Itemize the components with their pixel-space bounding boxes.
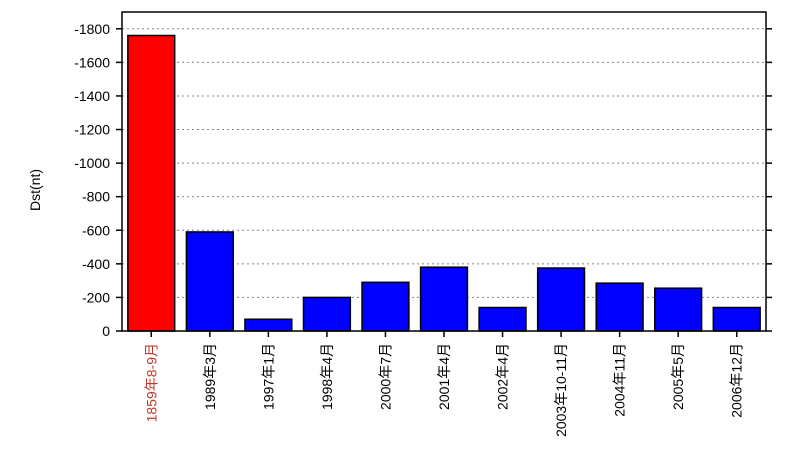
y-tick-label: -800 <box>82 189 110 205</box>
x-tick-label: 1997年1月 <box>260 343 276 410</box>
bar <box>654 287 703 332</box>
y-tick-label: -1800 <box>74 21 110 37</box>
bar <box>361 281 410 332</box>
y-tick-label: -1400 <box>74 88 110 104</box>
y-tick-label: -1000 <box>74 155 110 171</box>
x-tick-label: 2003年10-11月 <box>553 343 569 437</box>
bar <box>185 231 234 332</box>
bar <box>302 296 352 332</box>
x-tick-label: 1859年8-9月 <box>143 343 159 422</box>
bar <box>536 267 586 332</box>
x-tick-label: 2004年11月 <box>612 343 628 417</box>
x-tick-label: 1998年4月 <box>319 343 335 410</box>
x-tick-label: 2005年5月 <box>670 343 686 410</box>
y-tick-label: -1200 <box>74 122 110 138</box>
x-tick-label: 2006年12月 <box>729 343 745 418</box>
y-axis-label: Dst(nt) <box>27 169 43 211</box>
y-tick-label: -1600 <box>74 54 110 70</box>
x-tick-label: 2002年4月 <box>495 343 511 410</box>
plot-frame <box>121 11 767 332</box>
y-tick-label: -600 <box>82 222 110 238</box>
y-tick-label: 0 <box>102 323 110 339</box>
y-tick-label: -200 <box>82 289 110 305</box>
bar <box>595 282 644 332</box>
y-tick-label: -400 <box>82 256 110 272</box>
bar <box>127 34 176 332</box>
bar <box>244 318 293 332</box>
x-tick-label: 2001年4月 <box>436 343 452 410</box>
bar <box>419 266 469 332</box>
bar <box>478 306 527 332</box>
x-tick-label: 1989年3月 <box>202 343 218 410</box>
bar <box>712 306 761 332</box>
x-tick-label: 2000年7月 <box>377 343 393 410</box>
